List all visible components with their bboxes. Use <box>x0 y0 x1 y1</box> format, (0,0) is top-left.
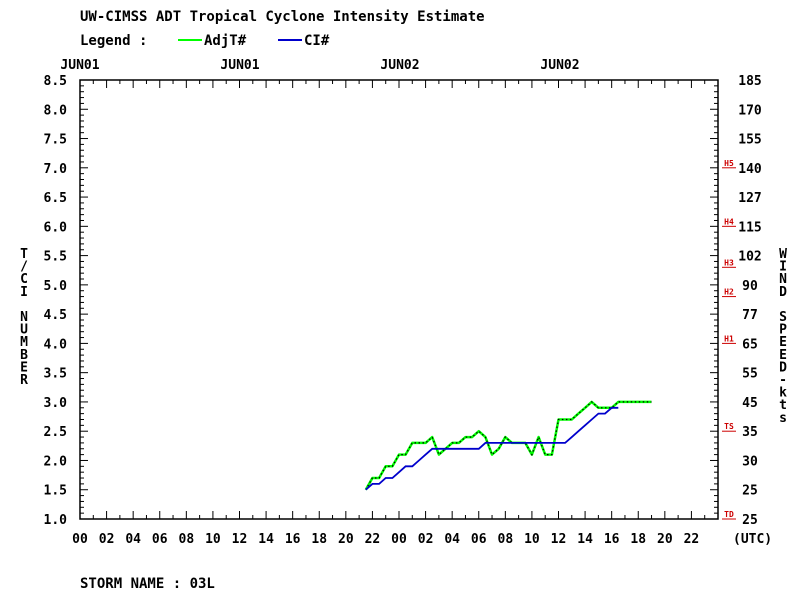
y-tick-label-left: 7.0 <box>44 162 68 177</box>
y-tick-label-right: 115 <box>738 220 761 235</box>
y-tick-label-right: 45 <box>742 396 758 411</box>
category-marker-label: H2 <box>724 288 734 297</box>
chart-title: UW-CIMSS ADT Tropical Cyclone Intensity … <box>80 9 485 25</box>
plot-frame <box>79 79 719 520</box>
x-tick-label: 06 <box>471 532 487 547</box>
x-tick-label: 14 <box>258 532 274 547</box>
x-tick-label: 22 <box>365 532 381 547</box>
y-tick-label-left: 3.5 <box>44 367 67 382</box>
y-tick-label-left: 4.0 <box>44 337 68 352</box>
y-tick-label-left: 6.0 <box>44 220 68 235</box>
legend-entry-1: CI# <box>304 33 330 49</box>
x-tick-label: 12 <box>232 532 248 547</box>
x-tick-label: 04 <box>444 532 460 547</box>
x-tick-label: 02 <box>418 532 434 547</box>
x-tick-label: 08 <box>498 532 514 547</box>
date-label: JUN02 <box>380 58 419 73</box>
category-marker-label: H1 <box>724 334 734 343</box>
date-label: JUN01 <box>60 58 99 73</box>
x-tick-label: 10 <box>524 532 540 547</box>
series-line-adjt-dots <box>365 401 652 490</box>
category-marker-label: H5 <box>724 159 734 168</box>
y-tick-label-right: 35 <box>742 425 758 440</box>
legend-entry-0: AdjT# <box>204 33 247 49</box>
x-tick-label: 18 <box>630 532 646 547</box>
y-tick-label-left: 1.0 <box>44 513 68 528</box>
category-marker-label: H4 <box>724 217 734 226</box>
y-tick-label-left: 4.5 <box>44 308 67 323</box>
x-tick-label: 22 <box>684 532 700 547</box>
y-tick-label-left: 3.0 <box>44 396 68 411</box>
x-tick-label: 00 <box>391 532 407 547</box>
category-marker-label: TS <box>724 422 734 431</box>
category-marker-label: TD <box>724 510 734 519</box>
x-tick-label: 20 <box>657 532 673 547</box>
date-label: JUN01 <box>220 58 259 73</box>
y-tick-label-right: 102 <box>738 250 761 265</box>
y-tick-label-right: 155 <box>738 133 761 148</box>
x-tick-label: 12 <box>551 532 567 547</box>
y-tick-label-right: 77 <box>742 308 758 323</box>
y-tick-label-left: 5.5 <box>44 250 67 265</box>
x-tick-label: 16 <box>285 532 301 547</box>
y-tick-label-right: 127 <box>738 191 761 206</box>
y-tick-label-right: 55 <box>742 367 758 382</box>
x-tick-label: 02 <box>99 532 115 547</box>
x-tick-label: 14 <box>577 532 593 547</box>
y-tick-label-left: 6.5 <box>44 191 67 206</box>
y-tick-label-left: 7.5 <box>44 133 67 148</box>
y-tick-label-left: 2.0 <box>44 454 68 469</box>
y-tick-label-left: 8.0 <box>44 103 68 118</box>
x-tick-label: 00 <box>72 532 88 547</box>
y-tick-label-right: 25 <box>742 484 758 499</box>
y-tick-label-left: 1.5 <box>44 484 67 499</box>
y-tick-label-right: 65 <box>742 337 758 352</box>
x-tick-label: 06 <box>152 532 168 547</box>
y-tick-label-right: 185 <box>738 74 761 89</box>
x-tick-label: 16 <box>604 532 620 547</box>
y-tick-label-right: 170 <box>738 103 762 118</box>
category-marker-label: H3 <box>724 258 734 267</box>
legend-label: Legend : <box>80 33 147 49</box>
storm-name: STORM NAME : 03L <box>80 576 215 592</box>
y-tick-label-right: 30 <box>742 454 758 469</box>
x-tick-label: 18 <box>311 532 327 547</box>
y-tick-label-right: 140 <box>738 162 762 177</box>
date-label: JUN02 <box>540 58 579 73</box>
x-tick-label: 20 <box>338 532 354 547</box>
series-line-ci <box>365 406 619 491</box>
x-tick-label: 04 <box>125 532 141 547</box>
x-axis-unit-label: (UTC) <box>733 532 772 547</box>
y-tick-label-left: 2.5 <box>44 425 67 440</box>
x-tick-label: 08 <box>179 532 195 547</box>
y-tick-label-left: 8.5 <box>44 74 67 89</box>
y-tick-label-right: 90 <box>742 279 758 294</box>
x-tick-label: 10 <box>205 532 221 547</box>
y-tick-label-left: 5.0 <box>44 279 68 294</box>
series-line-adjt <box>364 400 652 491</box>
y-tick-label-right: 25 <box>742 513 758 528</box>
